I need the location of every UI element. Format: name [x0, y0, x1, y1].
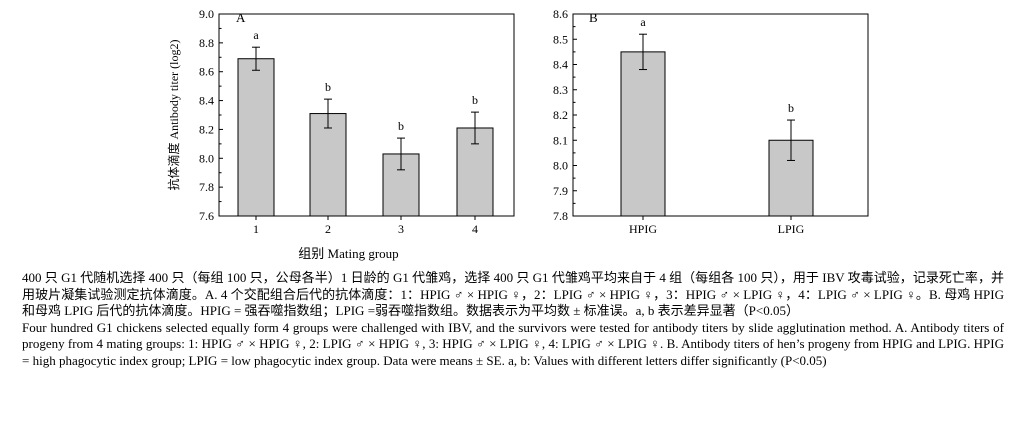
y-tick-label: 8.5: [553, 32, 568, 46]
y-tick-label: 7.9: [553, 184, 568, 198]
x-tick-label: 2: [325, 222, 331, 236]
y-tick-label: 8.3: [553, 83, 568, 97]
y-tick-label: 8.4: [199, 94, 214, 108]
y-tick-label: 8.2: [553, 108, 568, 122]
x-axis-title: 组别 Mating group: [298, 246, 398, 261]
x-tick-label: 4: [472, 222, 478, 236]
bar: [309, 113, 347, 217]
y-tick-label: 7.8: [553, 209, 568, 223]
y-tick-label: 8.1: [553, 133, 568, 147]
panel-label: B: [589, 10, 598, 25]
panel-b-chart: 7.8 7.9 8.0 8.1 8.2 8.3 8.4 8.5 8.6 a HPIG b LPIG B: [553, 7, 869, 236]
y-tick-label: 8.8: [199, 36, 214, 50]
plot-frame: [572, 13, 869, 217]
y-tick-label: 8.2: [199, 122, 214, 136]
x-tick-label: 3: [398, 222, 404, 236]
figure-caption: 400 只 G1 代随机选择 400 只（每组 100 只，公母各半）1 日龄的…: [22, 270, 1004, 369]
y-tick-label: 7.6: [199, 209, 214, 223]
y-tick-label: 8.0: [199, 151, 214, 165]
significance-letter: b: [325, 80, 331, 94]
caption-english: Four hundred G1 chickens selected equall…: [22, 319, 1004, 368]
x-tick-label: HPIG: [629, 222, 657, 236]
y-axis-title: 抗体滴度 Antibody titer (log2): [166, 40, 181, 191]
significance-letter: a: [640, 15, 646, 29]
y-tick-label: 9.0: [199, 7, 214, 21]
figure: 7.6 7.8 8.0 8.2 8.4 8.6 8.8 9.0 a 1 b 2 b 3 b 4 A 组别 Mati…: [166, 7, 869, 261]
panel-label: A: [236, 10, 246, 25]
x-tick-label: 1: [253, 222, 259, 236]
y-tick-label: 8.6: [199, 65, 214, 79]
y-tick-label: 7.8: [199, 180, 214, 194]
significance-letter: b: [788, 101, 794, 115]
bar: [237, 58, 275, 217]
caption-chinese: 400 只 G1 代随机选择 400 只（每组 100 只，公母各半）1 日龄的…: [22, 270, 1004, 318]
significance-letter: b: [472, 93, 478, 107]
panel-a-chart: 7.6 7.8 8.0 8.2 8.4 8.6 8.8 9.0 a 1 b 2 b 3 b 4 A 组别 Mati…: [166, 7, 515, 261]
significance-letter: a: [253, 28, 259, 42]
significance-letter: b: [398, 119, 404, 133]
y-tick-label: 8.6: [553, 7, 568, 21]
bar: [620, 51, 666, 217]
y-tick-label: 8.0: [553, 159, 568, 173]
y-tick-label: 8.4: [553, 58, 568, 72]
x-tick-label: LPIG: [778, 222, 805, 236]
